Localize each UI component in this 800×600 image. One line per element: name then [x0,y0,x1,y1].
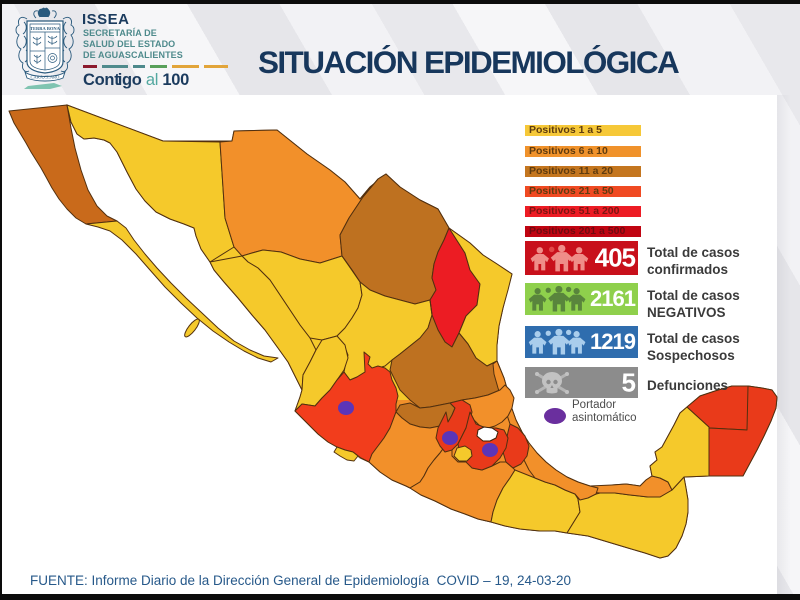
svg-text:CARA,CLARO: CARA,CLARO [31,75,61,81]
svg-text:TERRA BONA: TERRA BONA [30,26,61,31]
